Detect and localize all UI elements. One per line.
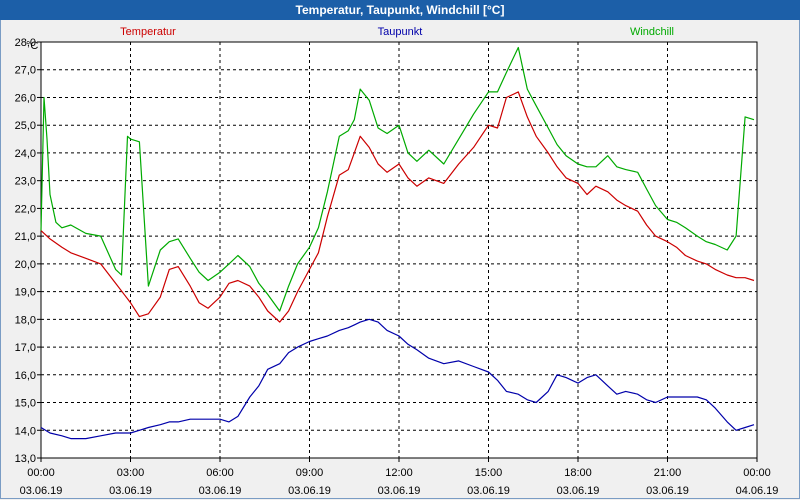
y-tick-label: 15,0 (15, 398, 36, 410)
legend-temperatur: Temperatur (120, 26, 176, 38)
x-tick-date: 03.06.19 (646, 485, 689, 497)
x-tick-time: 00:00 (743, 467, 771, 479)
series-line-temperatur (40, 91, 755, 323)
x-tick-time: 06:00 (206, 467, 234, 479)
x-tick-date: 03.06.19 (199, 485, 242, 497)
legend-taupunkt: Taupunkt (378, 26, 423, 38)
y-tick-label: 14,0 (15, 425, 36, 437)
x-tick-time: 12:00 (385, 467, 413, 479)
chart-title: Temperatur, Taupunkt, Windchill [°C] (0, 0, 800, 20)
x-tick-date: 03.06.19 (288, 485, 331, 497)
y-tick-label: 13,0 (15, 453, 36, 465)
y-tick-label: 23,0 (15, 176, 36, 188)
y-tick-label: 25,0 (15, 120, 36, 132)
x-tick-time: 21:00 (654, 467, 682, 479)
y-tick-label: 19,0 (15, 287, 36, 299)
x-tick-date: 03.06.19 (378, 485, 421, 497)
x-tick-time: 00:00 (27, 467, 55, 479)
y-tick-label: 22,0 (15, 203, 36, 215)
y-tick-label: 26,0 (15, 92, 36, 104)
series-line-windchill (40, 46, 755, 312)
y-tick-label: 16,0 (15, 370, 36, 382)
y-tick-label: 24,0 (15, 148, 36, 160)
x-tick-date: 04.06.19 (736, 485, 779, 497)
x-tick-time: 09:00 (296, 467, 324, 479)
y-axis: 28,0 27,0 26,0 25,0 24,0 23,0 22,0 21,0 20,0 19,0… (15, 37, 41, 465)
x-tick-time: 15:00 (475, 467, 503, 479)
x-tick-date: 03.06.19 (109, 485, 152, 497)
y-axis-unit: °C (26, 40, 38, 52)
y-tick-label: 27,0 (15, 65, 36, 77)
x-tick-time: 03:00 (117, 467, 145, 479)
x-tick-date: 03.06.19 (20, 485, 63, 497)
series-line-taupunkt (40, 318, 755, 440)
x-tick-date: 03.06.19 (467, 485, 510, 497)
series-lines (40, 46, 755, 440)
y-tick-label: 28,0 (15, 37, 36, 49)
y-tick-label: 17,0 (15, 342, 36, 354)
x-axis: 00:00 03.06.19 03:00 03.06.19 06:00 03.06.19 0… (20, 458, 779, 497)
y-tick-label: 20,0 (15, 259, 36, 271)
x-tick-date: 03.06.19 (557, 485, 600, 497)
y-tick-label: 18,0 (15, 314, 36, 326)
x-tick-time: 18:00 (564, 467, 592, 479)
y-tick-label: 21,0 (15, 231, 36, 243)
legend-windchill: Windchill (630, 26, 674, 38)
grid-lines (41, 42, 757, 458)
